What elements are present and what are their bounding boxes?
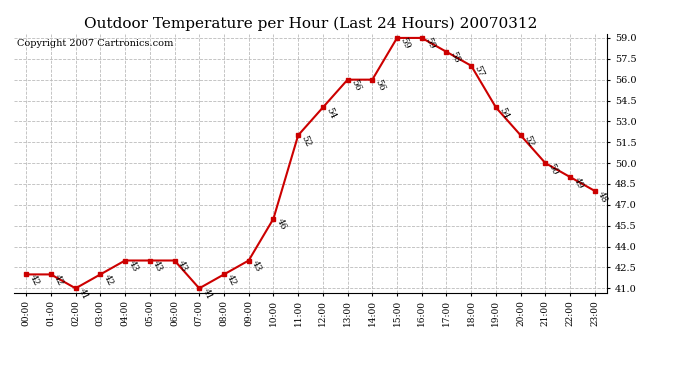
Text: 42: 42 [226, 273, 238, 287]
Text: 54: 54 [497, 106, 511, 120]
Text: 42: 42 [52, 273, 66, 287]
Text: 52: 52 [522, 134, 535, 148]
Text: 43: 43 [250, 259, 263, 273]
Text: 49: 49 [571, 176, 584, 190]
Text: 48: 48 [596, 189, 609, 204]
Text: 43: 43 [176, 259, 189, 273]
Text: 58: 58 [448, 51, 461, 65]
Text: 42: 42 [101, 273, 115, 287]
Text: Copyright 2007 Cartronics.com: Copyright 2007 Cartronics.com [17, 39, 173, 48]
Text: 43: 43 [151, 259, 164, 273]
Text: 54: 54 [324, 106, 337, 120]
Text: 52: 52 [299, 134, 313, 148]
Title: Outdoor Temperature per Hour (Last 24 Hours) 20070312: Outdoor Temperature per Hour (Last 24 Ho… [83, 17, 538, 31]
Text: 50: 50 [546, 162, 560, 176]
Text: 41: 41 [77, 287, 90, 301]
Text: 56: 56 [374, 78, 387, 93]
Text: 57: 57 [473, 64, 486, 79]
Text: 59: 59 [398, 36, 411, 51]
Text: 46: 46 [275, 217, 288, 232]
Text: 41: 41 [201, 287, 214, 301]
Text: 42: 42 [28, 273, 41, 287]
Text: 59: 59 [423, 36, 436, 51]
Text: 43: 43 [126, 259, 139, 273]
Text: 56: 56 [349, 78, 362, 93]
